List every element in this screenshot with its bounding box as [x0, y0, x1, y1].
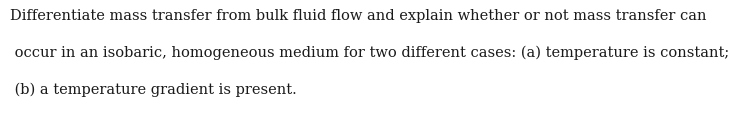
- Text: (b) a temperature gradient is present.: (b) a temperature gradient is present.: [10, 82, 297, 97]
- Text: Differentiate mass transfer from bulk fluid flow and explain whether or not mass: Differentiate mass transfer from bulk fl…: [10, 9, 706, 23]
- Text: occur in an isobaric, homogeneous medium for two different cases: (a) temperatur: occur in an isobaric, homogeneous medium…: [10, 46, 729, 60]
